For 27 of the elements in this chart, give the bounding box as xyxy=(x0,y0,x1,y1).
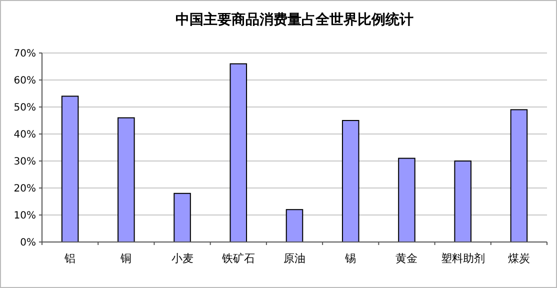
bar xyxy=(398,158,416,242)
x-tick-label: 小麦 xyxy=(171,252,194,265)
y-tick-label: 50% xyxy=(14,102,36,114)
chart-title: 中国主要商品消费量占全世界比例统计 xyxy=(176,11,414,28)
x-tick-label: 铁矿石 xyxy=(220,252,255,265)
x-tick-label: 黄金 xyxy=(396,252,418,265)
x-tick-label: 原油 xyxy=(284,252,306,265)
y-tick-label: 70% xyxy=(14,48,36,60)
x-tick-label: 塑料助剂 xyxy=(440,252,485,265)
x-tick-label: 锡 xyxy=(344,252,356,265)
x-tick-label: 铝 xyxy=(64,252,76,265)
bar xyxy=(230,63,248,242)
bar xyxy=(174,192,191,242)
y-tick-label: 0% xyxy=(20,238,36,248)
y-tick-label: 30% xyxy=(14,156,36,168)
bar xyxy=(454,160,472,242)
y-tick-label: 60% xyxy=(14,76,36,86)
bar xyxy=(510,109,528,242)
bar xyxy=(342,120,360,242)
y-tick-label: 20% xyxy=(14,184,36,194)
y-tick-label: 10% xyxy=(14,210,36,222)
bar xyxy=(118,117,135,242)
x-tick-label: 煤炭 xyxy=(508,252,530,265)
bar xyxy=(286,209,304,242)
x-tick-label: 铜 xyxy=(120,252,132,265)
bar xyxy=(61,96,79,242)
y-tick-label: 40% xyxy=(14,130,36,140)
